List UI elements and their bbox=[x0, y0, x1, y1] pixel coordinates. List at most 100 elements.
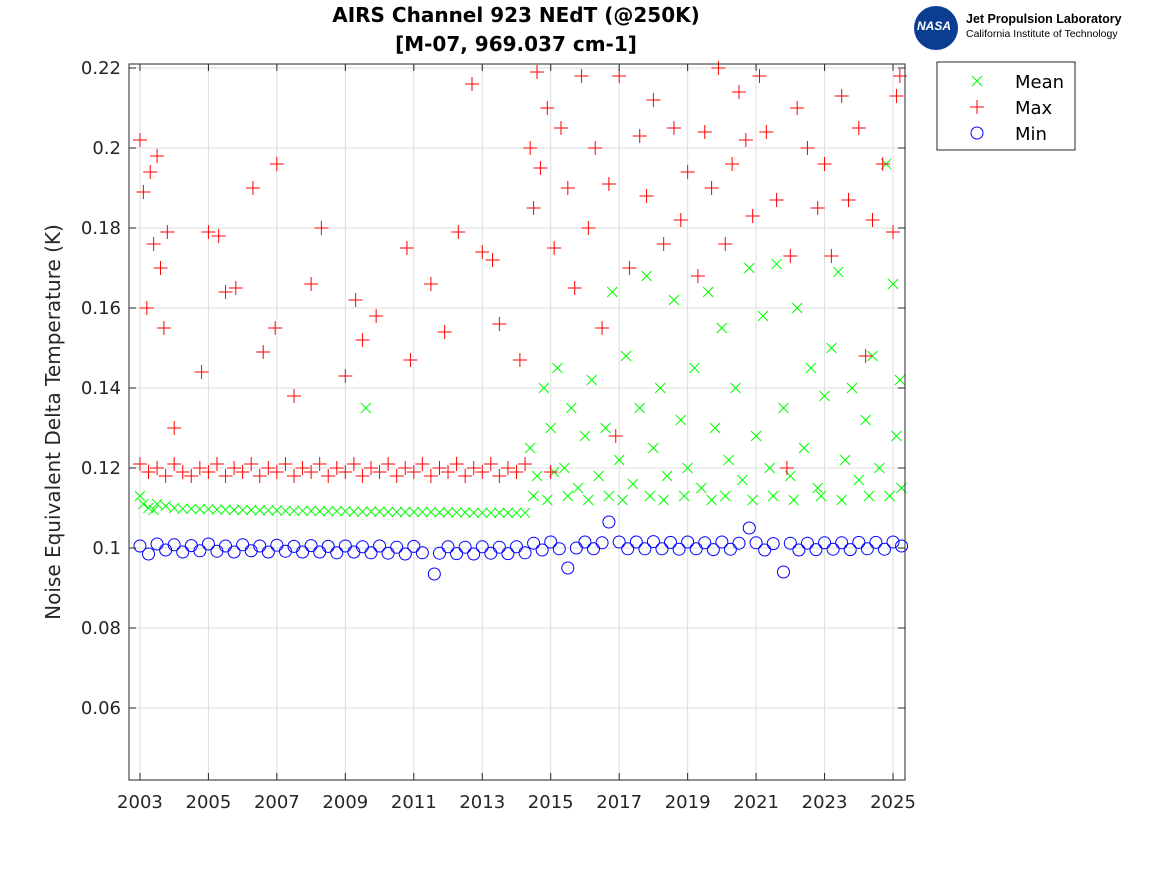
max-point bbox=[810, 201, 825, 215]
max-point bbox=[500, 461, 515, 475]
min-point bbox=[518, 546, 532, 560]
min-point bbox=[304, 539, 318, 553]
max-point bbox=[227, 461, 242, 475]
max-point bbox=[415, 457, 430, 471]
x-tick-label: 2023 bbox=[802, 792, 848, 813]
mean-point bbox=[805, 362, 817, 374]
legend-label-max: Max bbox=[1015, 98, 1053, 119]
mean-point bbox=[891, 430, 902, 442]
mean-point bbox=[134, 490, 146, 502]
chart-title-line1: AIRS Channel 923 NEdT (@250K) bbox=[332, 3, 700, 27]
mean-point bbox=[374, 506, 385, 517]
max-point bbox=[194, 365, 209, 379]
mean-point bbox=[476, 507, 488, 519]
min-point bbox=[895, 539, 909, 553]
max-point bbox=[680, 165, 695, 179]
mean-point bbox=[836, 494, 848, 506]
max-point bbox=[492, 317, 507, 331]
max-point bbox=[581, 221, 596, 235]
mean-point bbox=[519, 507, 531, 519]
max-point bbox=[132, 457, 147, 471]
max-point bbox=[211, 229, 226, 243]
mean-point bbox=[151, 498, 163, 510]
max-point bbox=[711, 61, 726, 75]
mean-point bbox=[860, 414, 871, 426]
mean-point bbox=[348, 506, 360, 517]
min-point bbox=[689, 542, 703, 556]
mean-point bbox=[468, 507, 480, 519]
max-point bbox=[329, 461, 344, 475]
min-point bbox=[758, 543, 772, 557]
max-point bbox=[261, 461, 276, 475]
mean-point bbox=[682, 462, 693, 474]
max-point bbox=[209, 457, 224, 471]
max-point bbox=[632, 129, 647, 143]
max-point bbox=[512, 353, 527, 367]
mean-point bbox=[863, 490, 875, 502]
min-point bbox=[595, 536, 609, 550]
mean-point bbox=[586, 374, 598, 386]
max-point bbox=[824, 249, 839, 263]
min-point bbox=[715, 535, 729, 549]
y-tick-label: 0.2 bbox=[92, 138, 121, 159]
mean-point bbox=[706, 494, 717, 506]
max-point bbox=[759, 125, 774, 139]
max-point bbox=[858, 349, 873, 363]
min-point bbox=[364, 546, 378, 560]
mean-point bbox=[357, 506, 368, 517]
min-point bbox=[843, 543, 857, 557]
max-point bbox=[423, 469, 438, 483]
mean-point bbox=[778, 402, 789, 414]
min-point bbox=[749, 536, 763, 550]
min-point bbox=[330, 546, 344, 560]
max-point bbox=[304, 465, 319, 479]
nasa-emblem-text: NASA bbox=[917, 19, 952, 33]
min-point bbox=[142, 547, 156, 561]
mean-point bbox=[644, 490, 656, 502]
ticks: 2003 2005 2007 2009 2011 2013 2015 2017 2019 2021… bbox=[81, 58, 916, 813]
max-point bbox=[218, 469, 233, 483]
mean-point bbox=[695, 482, 707, 494]
mean-point bbox=[502, 507, 514, 519]
min-point bbox=[646, 535, 660, 549]
y-tick-label: 0.08 bbox=[81, 618, 121, 639]
min-point bbox=[484, 546, 498, 560]
mean-point bbox=[399, 506, 411, 518]
data-marks bbox=[132, 61, 909, 581]
max-point bbox=[244, 457, 259, 471]
mean-point bbox=[675, 414, 687, 426]
mean-point bbox=[572, 482, 584, 494]
mean-point bbox=[798, 442, 810, 454]
max-point bbox=[834, 89, 849, 103]
min-point bbox=[227, 545, 241, 559]
y-tick-label: 0.14 bbox=[81, 378, 121, 399]
max-point bbox=[567, 281, 582, 295]
max-point bbox=[449, 457, 464, 471]
min-point bbox=[544, 535, 558, 549]
x-tick-label: 2013 bbox=[459, 792, 505, 813]
mean-point bbox=[757, 310, 769, 322]
mean-point bbox=[767, 490, 779, 502]
min-point bbox=[415, 546, 429, 560]
max-point bbox=[622, 261, 637, 275]
mean-point bbox=[194, 503, 206, 515]
min-point bbox=[176, 545, 190, 559]
mean-point bbox=[606, 286, 618, 298]
min-point bbox=[381, 546, 395, 560]
max-point bbox=[304, 277, 319, 291]
min-point bbox=[398, 547, 412, 561]
max-point bbox=[314, 221, 329, 235]
min-point bbox=[236, 538, 250, 552]
max-point bbox=[483, 457, 498, 471]
max-point bbox=[346, 457, 361, 471]
max-point bbox=[779, 461, 794, 475]
mean-point bbox=[511, 507, 522, 519]
max-point bbox=[704, 181, 719, 195]
max-point bbox=[595, 321, 610, 335]
max-point bbox=[745, 209, 760, 223]
mean-point bbox=[541, 494, 553, 506]
min-point bbox=[766, 537, 780, 551]
x-tick-label: 2015 bbox=[528, 792, 574, 813]
min-point bbox=[193, 544, 207, 558]
